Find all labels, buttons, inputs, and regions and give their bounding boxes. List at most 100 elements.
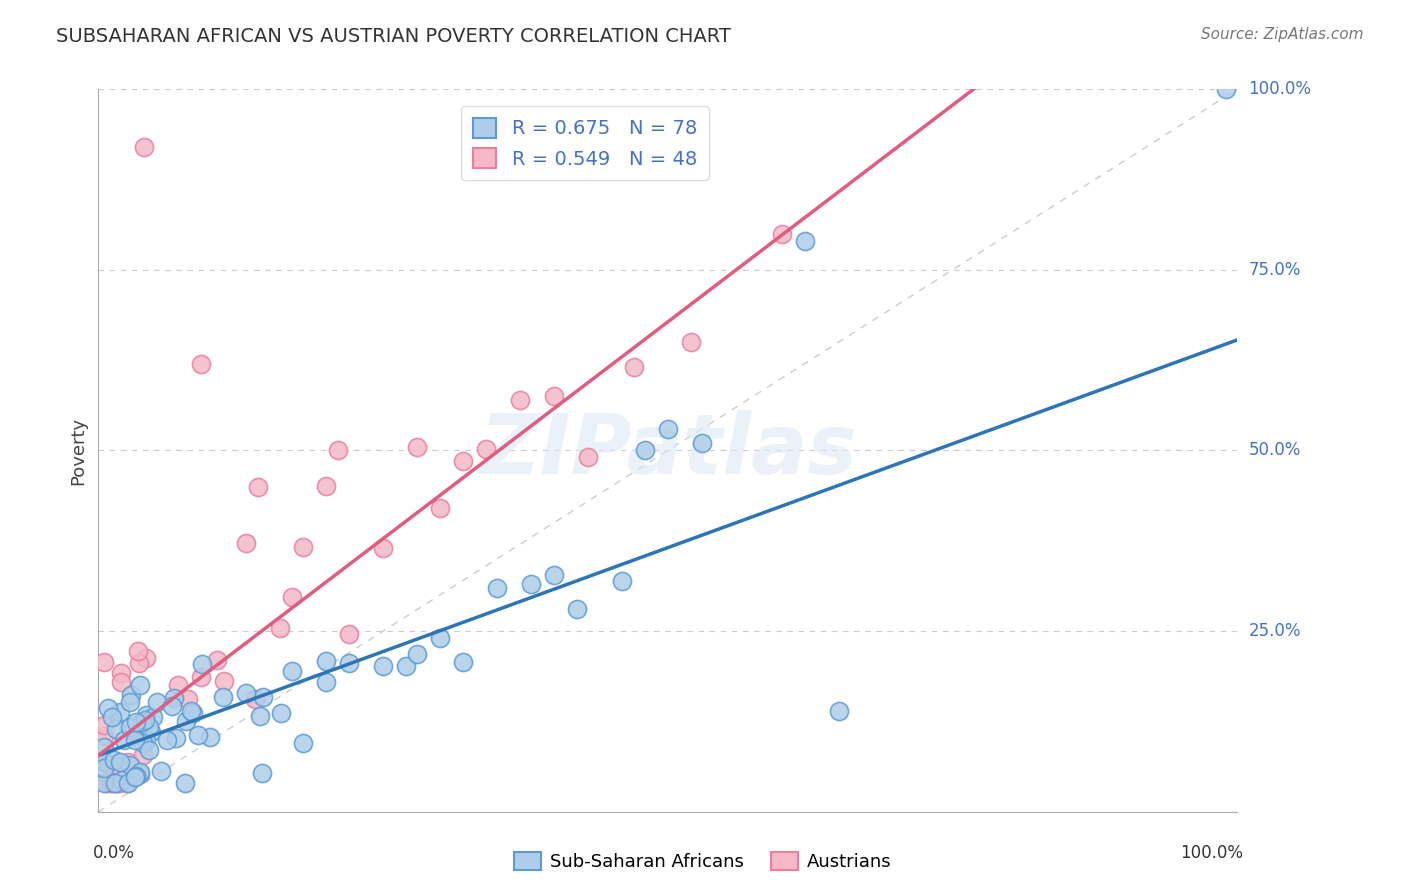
Legend: Sub-Saharan Africans, Austrians: Sub-Saharan Africans, Austrians — [508, 846, 898, 879]
Point — [451, 655, 474, 669]
Point — [371, 541, 394, 556]
Point — [127, 729, 149, 743]
Point — [128, 657, 150, 671]
Point — [337, 627, 360, 641]
Point — [429, 632, 451, 646]
Point — [93, 718, 115, 732]
Point — [337, 656, 360, 670]
Point — [770, 227, 793, 241]
Point — [406, 441, 429, 455]
Point — [190, 670, 212, 684]
Point — [98, 774, 121, 789]
Point — [108, 705, 131, 719]
Point — [156, 733, 179, 747]
Point — [93, 655, 115, 669]
Point — [1215, 82, 1237, 96]
Point — [281, 664, 304, 678]
Point — [205, 653, 228, 667]
Point — [371, 659, 394, 673]
Point — [93, 740, 115, 755]
Point — [118, 721, 141, 735]
Text: 0.0%: 0.0% — [93, 844, 135, 863]
Point — [138, 720, 160, 734]
Point — [120, 695, 142, 709]
Text: 25.0%: 25.0% — [1249, 622, 1301, 640]
Point — [429, 500, 451, 515]
Point — [315, 654, 337, 668]
Point — [315, 675, 337, 690]
Point — [135, 707, 157, 722]
Point — [270, 706, 292, 721]
Text: 100.0%: 100.0% — [1249, 80, 1312, 98]
Point — [150, 764, 173, 778]
Point — [145, 695, 167, 709]
Point — [110, 675, 132, 690]
Point — [174, 714, 197, 729]
Point — [212, 673, 235, 688]
Point — [110, 755, 132, 769]
Point — [198, 730, 221, 744]
Point — [243, 692, 266, 706]
Point — [110, 666, 132, 681]
Point — [107, 776, 129, 790]
Point — [690, 436, 713, 450]
Point — [191, 657, 214, 672]
Point — [187, 728, 209, 742]
Point — [93, 776, 115, 790]
Point — [94, 776, 117, 790]
Point — [679, 334, 702, 349]
Point — [132, 735, 155, 749]
Point — [117, 776, 139, 790]
Point — [160, 698, 183, 713]
Point — [120, 688, 142, 702]
Point — [129, 765, 152, 780]
Point — [100, 776, 122, 790]
Point — [406, 648, 429, 662]
Point — [125, 714, 148, 729]
Point — [576, 450, 599, 465]
Point — [105, 776, 128, 790]
Point — [128, 766, 150, 780]
Point — [93, 761, 115, 775]
Point — [292, 540, 315, 554]
Point — [138, 743, 160, 757]
Point — [326, 443, 349, 458]
Point — [543, 389, 565, 403]
Point — [118, 758, 141, 772]
Point — [612, 574, 634, 588]
Point — [128, 678, 150, 692]
Point — [657, 422, 679, 436]
Point — [281, 590, 304, 604]
Point — [190, 357, 212, 371]
Text: Source: ZipAtlas.com: Source: ZipAtlas.com — [1201, 27, 1364, 42]
Point — [249, 708, 271, 723]
Point — [124, 733, 146, 747]
Legend: R = 0.675   N = 78, R = 0.549   N = 48: R = 0.675 N = 78, R = 0.549 N = 48 — [461, 106, 709, 180]
Text: 50.0%: 50.0% — [1249, 442, 1301, 459]
Text: 100.0%: 100.0% — [1180, 844, 1243, 863]
Point — [135, 734, 157, 748]
Point — [520, 576, 543, 591]
Point — [235, 686, 257, 700]
Point — [828, 704, 851, 718]
Point — [252, 766, 274, 780]
Point — [117, 755, 139, 769]
Point — [474, 442, 496, 457]
Point — [112, 733, 135, 747]
Point — [97, 700, 120, 714]
Text: 75.0%: 75.0% — [1249, 260, 1301, 279]
Point — [181, 706, 204, 721]
Point — [103, 754, 125, 768]
Point — [101, 776, 124, 790]
Point — [132, 140, 155, 154]
Y-axis label: Poverty: Poverty — [69, 417, 87, 484]
Point — [269, 621, 291, 635]
Point — [115, 776, 138, 790]
Point — [292, 736, 315, 750]
Point — [252, 690, 274, 704]
Point — [93, 729, 115, 743]
Point — [132, 748, 155, 763]
Point — [131, 715, 153, 730]
Point — [127, 643, 149, 657]
Point — [509, 393, 531, 408]
